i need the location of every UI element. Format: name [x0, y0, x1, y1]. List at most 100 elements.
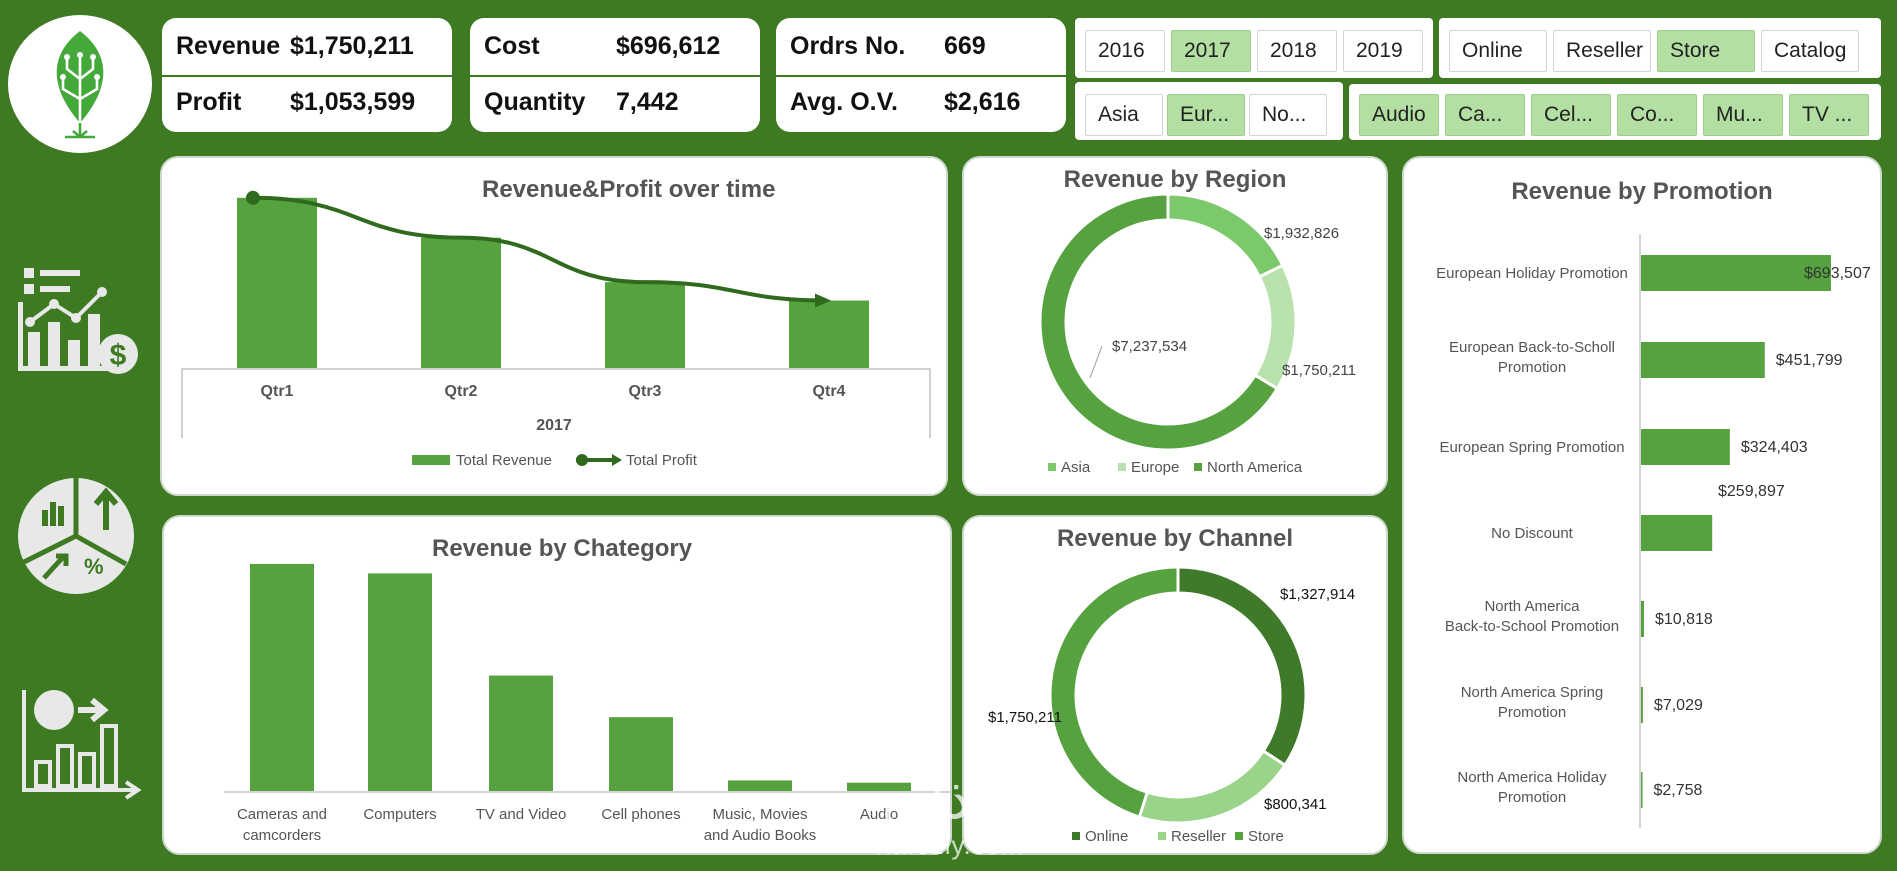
legend-swatch-revenue — [412, 455, 450, 465]
kpi-card-revenue-profit: Revenue $1,750,211 Profit $1,053,599 — [162, 18, 452, 132]
watermark: نفذلي nafezly.com — [850, 770, 1050, 861]
promotion-data-label: $693,507 — [1804, 265, 1871, 282]
slicer-button-categories-4[interactable]: Mu... — [1703, 94, 1783, 136]
promotion-bar — [1641, 772, 1643, 808]
pie-growth-percent-icon: % — [18, 478, 134, 594]
legend-label: Online — [1085, 828, 1128, 845]
slicer-button-channels-3[interactable]: Catalog — [1761, 30, 1859, 72]
kpi-label: Avg. O.V. — [790, 87, 898, 116]
svg-text:$: $ — [110, 339, 127, 372]
slicer-button-categories-1[interactable]: Ca... — [1445, 94, 1525, 136]
region-leader-line — [1089, 345, 1103, 379]
revenue-bar — [237, 197, 317, 368]
slicer-button-categories-5[interactable]: TV ... — [1789, 94, 1869, 136]
kpi-value: $1,750,211 — [290, 31, 414, 60]
slicer-button-years-3[interactable]: 2019 — [1343, 30, 1423, 72]
category-bar — [728, 780, 792, 791]
kpi-value: $1,053,599 — [290, 87, 416, 116]
region-legend-swatch — [1118, 463, 1126, 471]
svg-text:%: % — [84, 554, 104, 579]
slicer-button-regions-2[interactable]: No... — [1249, 94, 1327, 136]
slicer-button-categories-0[interactable]: Audio — [1359, 94, 1439, 136]
category-bar — [489, 675, 553, 791]
legend-label: North America — [1207, 459, 1303, 476]
x-group-label: 2017 — [536, 417, 572, 434]
slicer-button-years-1[interactable]: 2017 — [1171, 30, 1251, 72]
promotion-bar — [1641, 515, 1713, 551]
channel-legend-swatch — [1158, 832, 1166, 840]
profit-arrowhead — [815, 293, 831, 308]
x-tick-label: Audio — [860, 806, 898, 823]
panel-revenue-profit: Revenue&Profit over time Qtr1 Qtr2 Qtr3 Qtr… — [160, 156, 948, 496]
region-data-label: $1,932,826 — [1264, 225, 1339, 242]
channel-legend-swatch — [1072, 832, 1080, 840]
y-tick-label: North America Back-to-School Promotion — [1445, 598, 1619, 635]
panel-revenue-channel: Revenue by Channel $1,327,914 $800,341 $1,… — [962, 515, 1388, 855]
x-tick-label: Cell phones — [601, 806, 680, 823]
promotion-data-label: $7,029 — [1654, 697, 1703, 714]
category-bar — [609, 717, 673, 791]
kpi-card-orders-aov: Ordrs No. 669 Avg. O.V. $2,616 — [776, 18, 1066, 132]
slicer-button-regions-1[interactable]: Eur... — [1167, 94, 1245, 136]
legend-swatch-profit-point — [576, 454, 588, 466]
channel-data-label: $800,341 — [1264, 796, 1327, 813]
y-tick-label: European Back-to-Scholl Promotion — [1449, 339, 1615, 376]
category-bar — [368, 573, 432, 791]
chart-title: Revenue by Channel — [1056, 525, 1294, 552]
slicer-category: Audio Ca... Cel... Co... Mu... TV ... — [1349, 84, 1881, 140]
slicer-button-channels-0[interactable]: Online — [1449, 30, 1547, 72]
slicer-button-categories-3[interactable]: Co... — [1617, 94, 1697, 136]
revenue-region-chart: $1,932,826 $1,750,211 $7,237,534 Asia Europe… — [1038, 192, 1356, 476]
slicer-button-regions-0[interactable]: Asia — [1085, 94, 1163, 136]
legend-label: Asia — [1061, 459, 1091, 476]
bar-chart-arrow-icon — [22, 690, 142, 800]
channel-data-label: $1,750,211 — [988, 709, 1062, 726]
profit-point — [246, 190, 260, 205]
slicer-button-channels-2[interactable]: Store — [1657, 30, 1755, 72]
slicer-button-years-2[interactable]: 2018 — [1257, 30, 1337, 72]
region-slice — [1038, 192, 1280, 452]
chart-title: Revenue by Promotion — [1511, 178, 1773, 205]
x-tick-label: Computers — [363, 806, 436, 823]
promotion-bar — [1641, 601, 1644, 637]
slicer-button-categories-2[interactable]: Cel... — [1531, 94, 1611, 136]
slicer-region: Asia Eur... No... — [1075, 82, 1343, 140]
promotion-data-label: $451,799 — [1776, 352, 1843, 369]
panel-revenue-category: Revenue by Chategory Cameras and camcorde… — [162, 515, 952, 855]
promotion-bar — [1641, 342, 1765, 378]
region-data-label: $1,750,211 — [1282, 362, 1356, 379]
revenue-bar — [421, 237, 501, 368]
watermark-arabic: نفذلي — [881, 767, 1019, 832]
revenue-bar — [605, 282, 685, 368]
channel-legend-swatch — [1235, 832, 1243, 840]
slicer-button-years-0[interactable]: 2016 — [1085, 30, 1165, 72]
kpi-label: Profit — [176, 87, 242, 116]
region-legend-swatch — [1048, 463, 1056, 471]
channel-data-label: $1,327,914 — [1280, 586, 1355, 603]
revenue-channel-chart: $1,327,914 $800,341 $1,750,211 Online Resell… — [988, 565, 1355, 845]
revenue-profit-chart: Qtr1 Qtr2 Qtr3 Qtr4 2017 Total Revenue Total P… — [181, 190, 931, 469]
kpi-label: Revenue — [176, 31, 281, 60]
legend-label: Total Profit — [626, 452, 698, 469]
legend-swatch-profit-arrow — [612, 454, 622, 466]
kpi-value: 7,442 — [616, 87, 679, 116]
kpi-value: 669 — [944, 31, 986, 60]
legend-label: Reseller — [1171, 828, 1226, 845]
x-tick-label: Cameras and camcorders — [237, 806, 327, 844]
y-tick-label: European Holiday Promotion — [1436, 265, 1628, 282]
kpi-card-cost-quantity: Cost $696,612 Quantity 7,442 — [470, 18, 760, 132]
category-bar — [250, 563, 314, 791]
y-tick-label: European Spring Promotion — [1439, 439, 1624, 456]
x-tick-label: Qtr2 — [445, 383, 478, 400]
chart-title: Revenue by Chategory — [432, 535, 693, 562]
watermark-latin: nafezly.com — [876, 830, 1024, 860]
x-tick-label: Qtr3 — [629, 383, 662, 400]
revenue-bar — [789, 300, 869, 368]
promotion-bar — [1641, 687, 1643, 723]
legend-label: Total Revenue — [456, 452, 552, 469]
promotion-bar — [1641, 255, 1831, 291]
slicer-button-channels-1[interactable]: Reseller — [1553, 30, 1651, 72]
panel-revenue-promotion: Revenue by Promotion European Holiday Pr… — [1402, 156, 1882, 854]
region-legend-swatch — [1194, 463, 1202, 471]
panel-revenue-region: Revenue by Region $1,932,826 $1,750,211 $7… — [962, 156, 1388, 496]
